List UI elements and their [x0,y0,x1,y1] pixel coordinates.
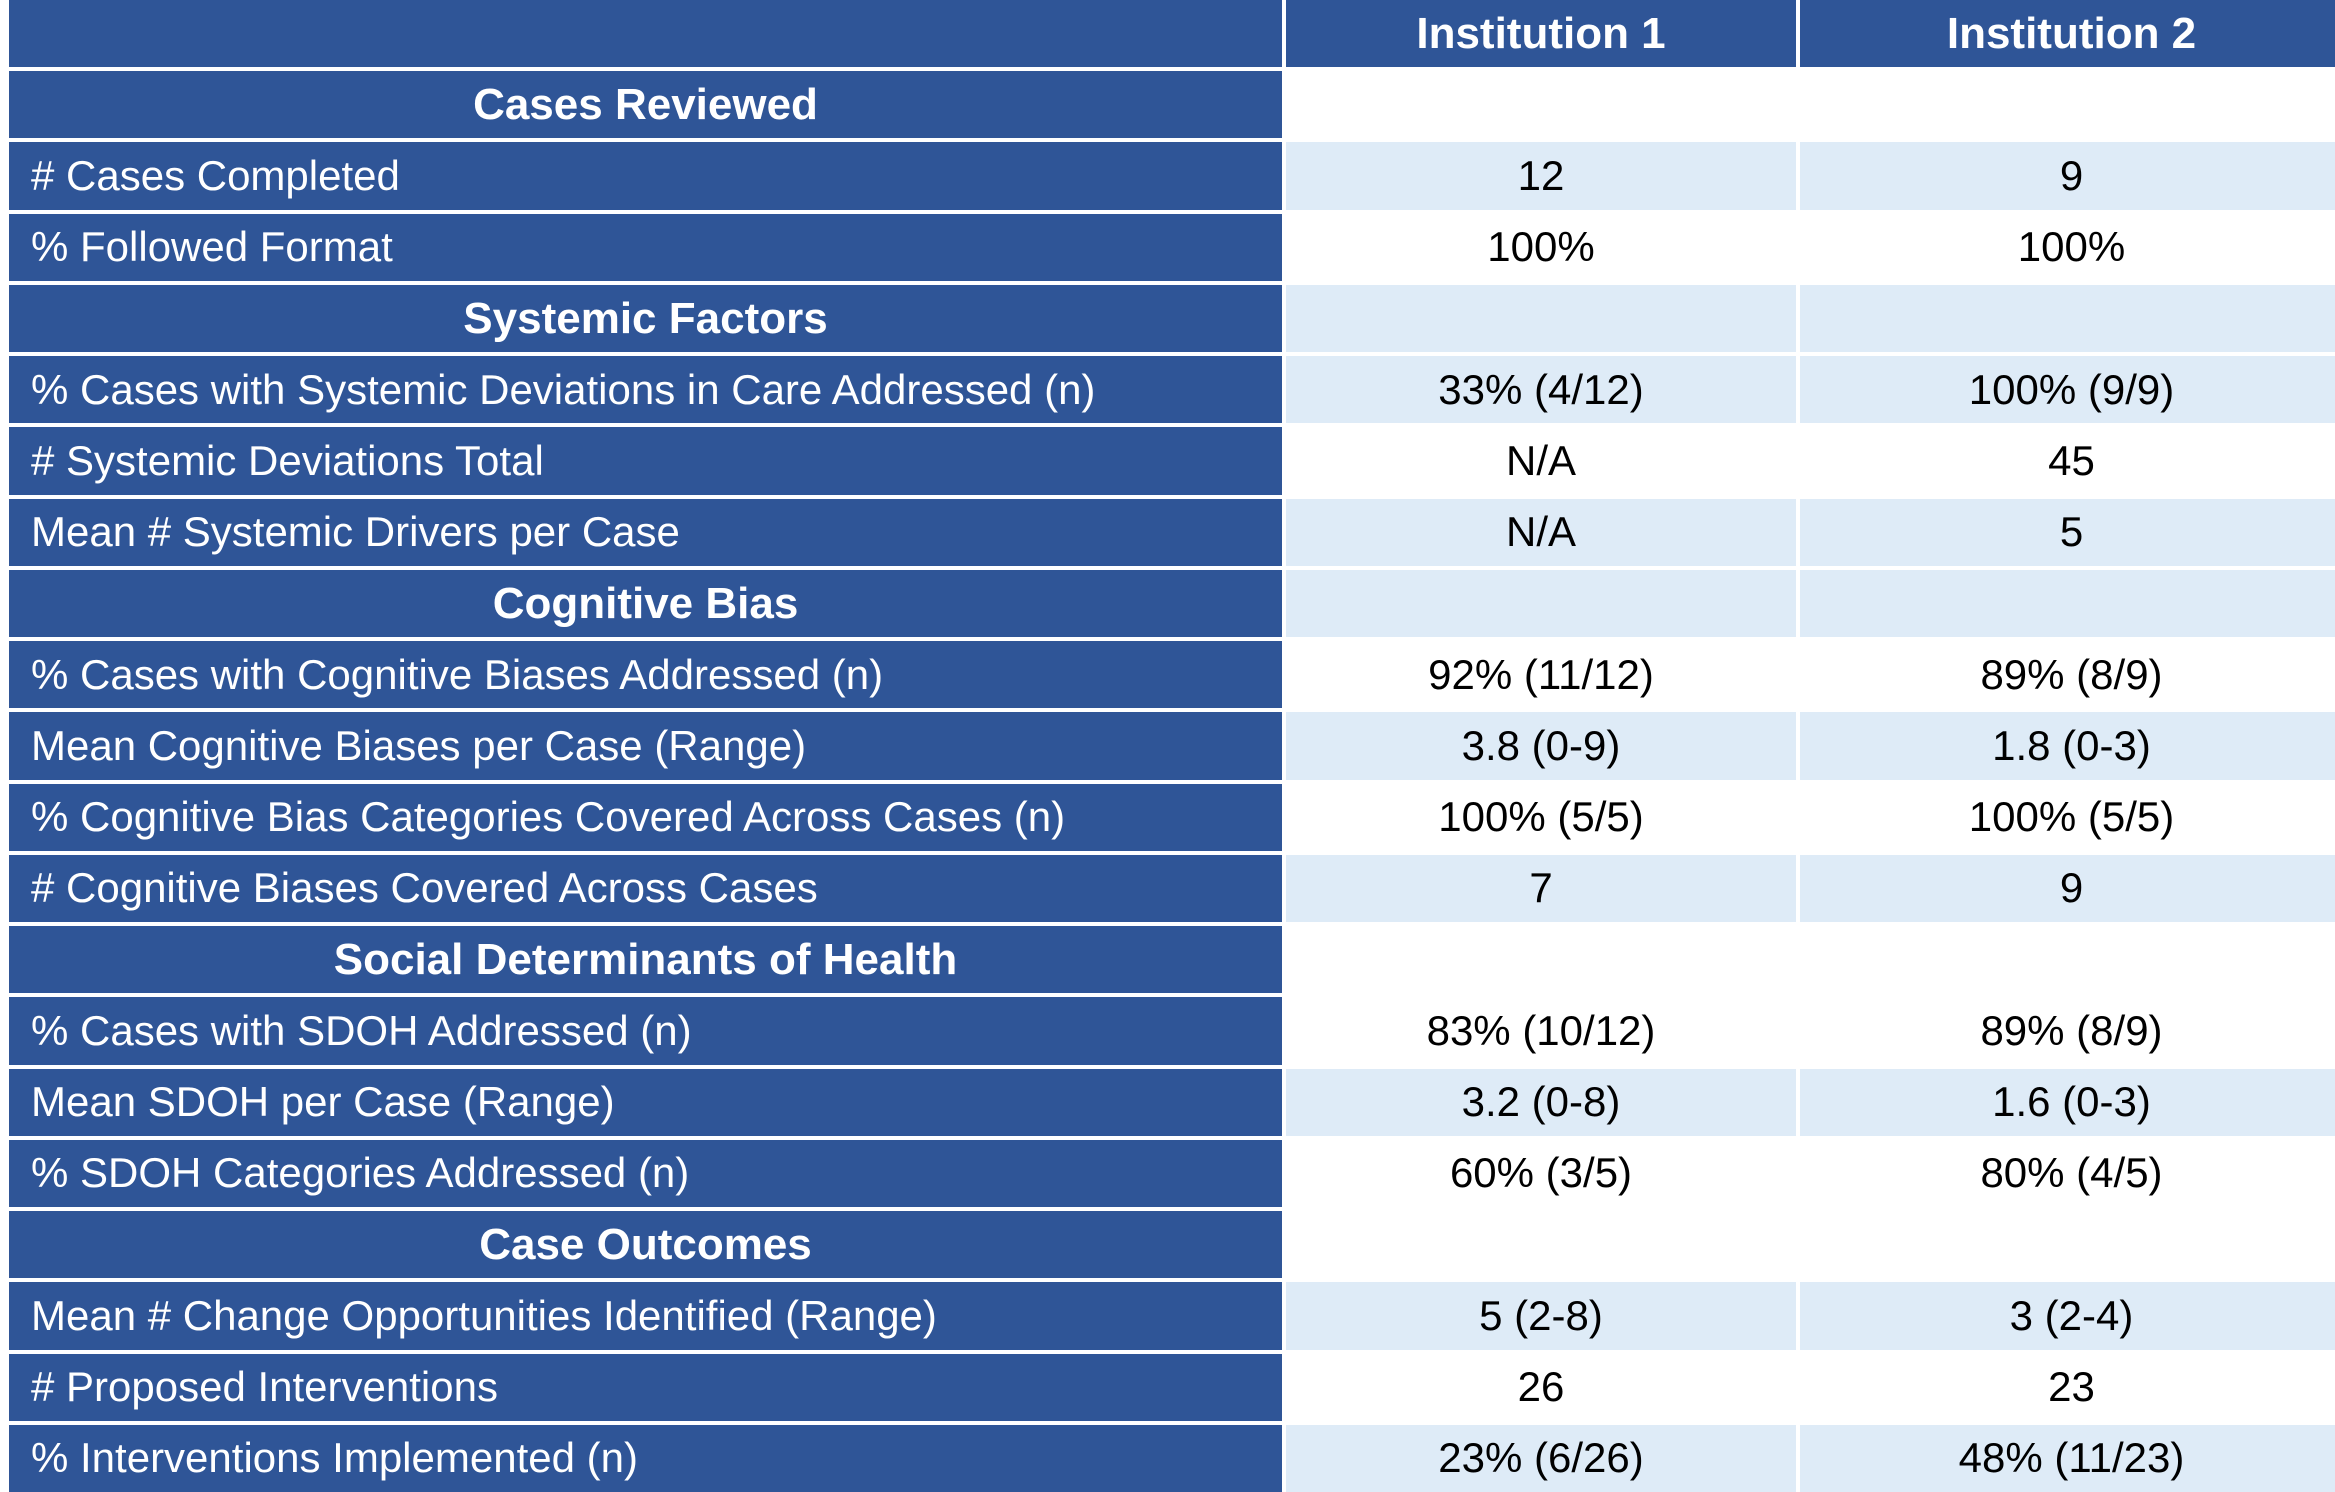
header-corner [9,0,1282,68]
section-title: Cognitive Bias [9,569,1282,638]
institution-2-value: 80% (4/5) [1800,1139,2335,1208]
institution-2-value: 100% (9/9) [1800,356,2335,424]
institution-2-value: 48% (11/23) [1800,1424,2335,1492]
section-title-blank-2 [1800,569,2335,638]
institution-2-value: 89% (8/9) [1800,997,2335,1065]
institution-1-value: 26 [1286,1353,1796,1421]
section-title-blank-1 [1286,284,1796,353]
institution-2-value: 5 [1800,498,2335,566]
row-label: % Cases with SDOH Addressed (n) [9,997,1282,1065]
section-title-blank-2 [1800,284,2335,353]
institution-1-value: 83% (10/12) [1286,997,1796,1065]
institution-1-value: 92% (11/12) [1286,641,1796,709]
data-table: Institution 1 Institution 2 Cases Review… [9,0,2335,1492]
institution-2-value: 23 [1800,1353,2335,1421]
row-label: Mean # Change Opportunities Identified (… [9,1282,1282,1350]
institution-2-value: 89% (8/9) [1800,641,2335,709]
row-label: # Proposed Interventions [9,1353,1282,1421]
row-label: % SDOH Categories Addressed (n) [9,1139,1282,1208]
institution-1-value: N/A [1286,427,1796,495]
section-title: Case Outcomes [9,1211,1282,1279]
section-title-blank-1 [1286,569,1796,638]
institution-1-value: 5 (2-8) [1286,1282,1796,1350]
institution-1-value: 3.8 (0-9) [1286,712,1796,780]
row-label: Mean # Systemic Drivers per Case [9,498,1282,566]
row-label: % Cases with Systemic Deviations in Care… [9,356,1282,424]
section-title-blank-1 [1286,71,1796,139]
row-label: Mean Cognitive Biases per Case (Range) [9,712,1282,780]
institution-2-value: 1.6 (0-3) [1800,1068,2335,1136]
institution-1-value: 3.2 (0-8) [1286,1068,1796,1136]
institution-1-value: 100% [1286,213,1796,281]
section-title-blank-2 [1800,71,2335,139]
row-label: # Systemic Deviations Total [9,427,1282,495]
institution-2-value: 9 [1800,854,2335,923]
institution-1-value: 100% (5/5) [1286,783,1796,851]
institution-2-value: 100% (5/5) [1800,783,2335,851]
institution-2-value: 45 [1800,427,2335,495]
section-title-blank-1 [1286,1211,1796,1279]
section-title-blank-2 [1800,1211,2335,1279]
row-label: % Interventions Implemented (n) [9,1424,1282,1492]
institution-1-value: 33% (4/12) [1286,356,1796,424]
row-label: % Cognitive Bias Categories Covered Acro… [9,783,1282,851]
institution-1-value: 12 [1286,142,1796,210]
section-title-blank-2 [1800,926,2335,994]
row-label: % Followed Format [9,213,1282,281]
section-title-blank-1 [1286,926,1796,994]
institution-1-value: 60% (3/5) [1286,1139,1796,1208]
institution-1-value: 23% (6/26) [1286,1424,1796,1492]
row-label: # Cognitive Biases Covered Across Cases [9,854,1282,923]
row-label: # Cases Completed [9,142,1282,210]
institution-2-value: 1.8 (0-3) [1800,712,2335,780]
section-title: Systemic Factors [9,284,1282,353]
section-title: Cases Reviewed [9,71,1282,139]
institution-2-value: 100% [1800,213,2335,281]
institution-2-value: 9 [1800,142,2335,210]
column-header-institution-2: Institution 2 [1800,0,2335,68]
column-header-institution-1: Institution 1 [1286,0,1796,68]
institution-1-value: 7 [1286,854,1796,923]
row-label: % Cases with Cognitive Biases Addressed … [9,641,1282,709]
row-label: Mean SDOH per Case (Range) [9,1068,1282,1136]
section-title: Social Determinants of Health [9,926,1282,994]
institution-1-value: N/A [1286,498,1796,566]
institution-2-value: 3 (2-4) [1800,1282,2335,1350]
